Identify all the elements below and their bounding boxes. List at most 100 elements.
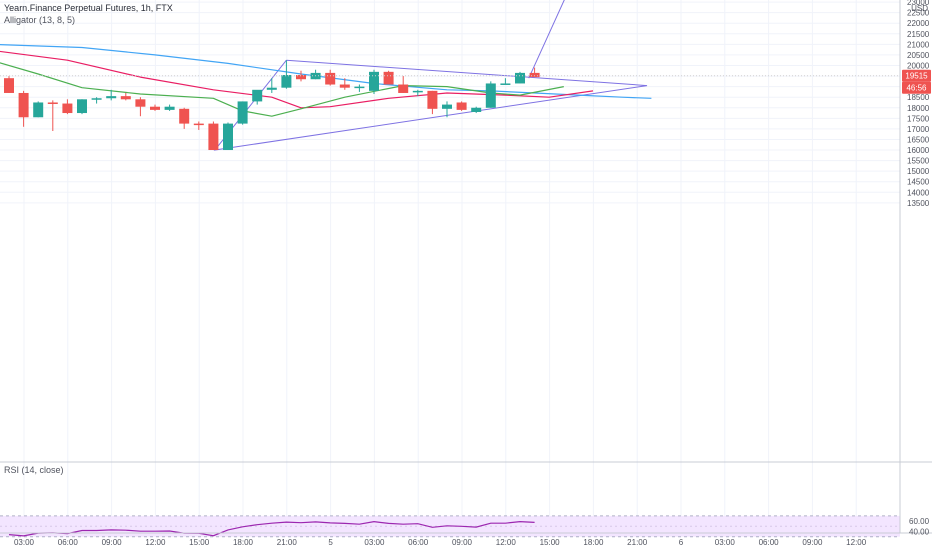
y-tick-label: 20500 [907,51,930,60]
candle-body [33,102,44,118]
y-tick-label: 17500 [907,114,930,123]
rsi-series-line[interactable] [8,520,535,537]
candle-body [412,90,423,93]
candle[interactable] [91,97,102,104]
trendline-drawings [213,0,648,151]
candle[interactable] [442,101,452,118]
rsi-tick-label: 60.00 [909,517,930,526]
last-price-badge-bg [902,69,931,82]
candle[interactable] [369,69,379,95]
y-tick-label: 15000 [907,167,930,176]
y-tick-label: 20000 [907,62,930,71]
candle[interactable] [339,78,350,90]
candle[interactable] [252,89,263,105]
price-badges: 236601951546:56 [902,69,931,94]
candle[interactable] [500,78,511,85]
candle-body [193,123,204,126]
candle-body [515,72,525,84]
alligator-series [0,43,652,117]
candle[interactable] [135,97,146,117]
series-teeth[interactable] [0,50,594,109]
candle[interactable] [193,121,204,130]
currency-label: USD [911,4,928,13]
trendline[interactable] [213,59,648,151]
grid [0,0,900,533]
candle-body [77,99,87,114]
candle[interactable] [164,104,175,111]
candle[interactable] [281,60,292,89]
candle[interactable] [485,81,496,108]
candle-body [208,123,219,151]
y-tick-label: 21500 [907,30,930,39]
candle[interactable] [150,104,160,111]
x-tick-label: 6 [679,538,684,547]
candle[interactable] [33,101,44,118]
candle[interactable] [223,122,233,151]
candle[interactable] [398,76,409,93]
candle-body [62,103,73,114]
x-tick-label: 18:00 [233,538,254,547]
candle[interactable] [77,99,87,115]
candle[interactable] [62,99,73,115]
candle-body [106,96,117,99]
rsi-legend[interactable]: RSI (14, close) [4,465,64,475]
series-jaw[interactable] [0,43,652,99]
y-tick-label: 23000 [907,0,930,7]
horizontal-line [0,75,900,77]
rsi-line [8,520,535,537]
candle[interactable] [179,107,190,129]
candle[interactable] [325,69,336,86]
candle-body [4,78,14,93]
candle[interactable] [4,76,14,93]
candle[interactable] [106,89,117,101]
candle[interactable] [427,90,438,115]
candle-body [296,75,306,80]
candle-body [529,72,540,78]
x-tick-label: 5 [328,538,333,547]
candle-body [281,75,292,88]
candle[interactable] [208,121,219,151]
candle-body [471,107,482,112]
x-tick-label: 21:00 [277,538,298,547]
candle[interactable] [471,106,482,114]
x-tick-label: 03:00 [14,538,35,547]
y-tick-label: 13500 [907,199,930,208]
candle[interactable] [120,92,131,101]
candle-body [427,90,438,109]
candle-body [325,72,336,85]
candle[interactable] [237,101,248,125]
indicator-legend[interactable]: Alligator (13, 8, 5) [4,15,76,25]
candle[interactable] [310,69,321,80]
candle[interactable] [383,70,394,85]
candle[interactable] [47,100,58,132]
candle-body [354,86,365,89]
candle[interactable] [456,101,467,111]
series-lips[interactable] [0,61,564,117]
candle[interactable] [515,71,525,84]
candle[interactable] [354,84,365,92]
x-tick-label: 06:00 [408,538,429,547]
candle-body [339,84,350,88]
x-tick-label: 15:00 [189,538,210,547]
candle-body [500,83,511,85]
y-tick-label: 15500 [907,157,930,166]
candle[interactable] [266,78,277,93]
candle-body [223,123,233,151]
y-tick-label: 16500 [907,135,930,144]
candle[interactable] [412,89,423,97]
candle-body [456,102,467,110]
candle-body [91,98,102,100]
candle-body [485,83,496,108]
chart-title: Yearn.Finance Perpetual Futures, 1h, FTX [4,3,173,13]
candle[interactable] [18,90,29,127]
y-tick-label: 18000 [907,104,930,113]
x-tick-label: 12:00 [145,538,166,547]
candle-body [150,106,160,110]
x-tick-label: 03:00 [715,538,736,547]
y-tick-label: 21000 [907,40,930,49]
countdown-badge: 46:56 [906,84,927,93]
trendline[interactable] [528,0,570,79]
candles [4,60,540,151]
